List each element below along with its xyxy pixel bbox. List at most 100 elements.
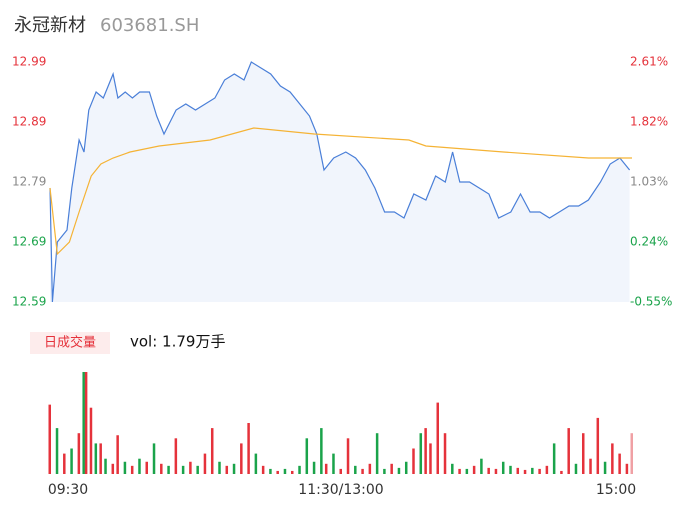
volume-bar [618,453,621,474]
volume-bar [298,465,301,474]
volume-bar [596,417,600,474]
volume-bar [436,402,439,474]
volume-bar [404,461,408,474]
volume-bar [375,433,379,474]
price-line [49,127,632,256]
volume-bar [261,465,265,474]
x-tick-label: 11:30/13:00 [298,482,383,498]
y2-tick-label: 1.03% [630,175,668,189]
volume-bar [443,433,447,474]
volume-bar [332,453,335,474]
y-tick-label: 12.69 [12,235,46,249]
volume-bar [494,468,498,474]
volume-bar [630,433,633,474]
volume-bar [582,433,585,474]
volume-bar [509,465,512,474]
volume-bar [94,443,98,474]
volume-bar [603,461,607,474]
volume-bar [276,470,279,474]
volume-bar [501,461,505,474]
volume-bar [82,372,85,474]
y-tick-label: 12.59 [12,295,46,309]
volume-bar [412,448,415,474]
volume-bar [523,469,527,474]
volume-bar [472,465,476,474]
volume-bar [368,463,372,474]
y2-tick-label: 1.82% [630,115,668,129]
volume-annotation: vol: 1.79万手 [130,333,225,351]
volume-bar [354,465,357,474]
volume-bar [487,467,490,474]
volume-bar [70,448,73,474]
volume-bar [111,463,115,474]
volume-bar [451,463,454,474]
volume-bar [397,467,401,474]
y-tick-label: 12.79 [12,175,46,189]
volume-bar [545,465,549,474]
volume-bar [145,461,148,474]
volume-bar [625,463,629,474]
volume-bar [77,433,81,474]
price-area [50,62,630,302]
x-tick-label: 09:30 [48,482,88,498]
volume-bar [203,453,207,474]
volume-bar [210,428,214,474]
volume-bar [232,463,236,474]
volume-label: 日成交量 [44,335,96,351]
volume-bar [269,468,272,474]
volume-bar [361,468,364,474]
volume-bar [531,467,534,474]
volume-bar [174,438,178,474]
y-tick-label: 12.89 [12,115,46,129]
volume-bar [247,423,250,474]
volume-bar [104,458,107,474]
volume-bar [196,465,199,474]
volume-bar [123,461,127,474]
volume-bar [55,428,59,474]
volume-bar [458,468,461,474]
y2-tick-label: 0.24% [630,235,668,249]
volume-bar [339,468,342,474]
price-line [49,61,631,303]
volume-bar [167,465,170,474]
volume-bar [419,433,423,474]
volume-bar [218,461,221,474]
volume-bar [324,463,328,474]
volume-bar [312,461,316,474]
volume-bar [254,453,258,474]
volume-bar [465,468,469,474]
volume-bar [181,465,185,474]
volume-bar [390,463,393,474]
volume-bar [611,443,614,474]
volume-bar [424,428,427,474]
volume-bar [283,468,287,474]
volume-bar [560,470,563,474]
volume-bar [152,443,156,474]
volume-bar [346,438,350,474]
volume-bar [189,461,192,474]
volume-bar [240,443,243,474]
volume-bar [538,468,541,474]
volume-label-box [30,332,110,354]
x-tick-label: 15:00 [596,482,636,498]
volume-bar [99,443,102,474]
volume-bar [516,467,520,474]
volume-bar [567,428,570,474]
volume-bar [160,463,163,474]
volume-bar [116,435,119,474]
volume-bar [429,443,432,474]
stock-code: 603681.SH [100,15,199,36]
volume-bar [320,428,323,474]
volume-bar [63,453,66,474]
y2-tick-label: -0.55% [630,295,672,309]
y2-tick-label: 2.61% [630,55,668,69]
volume-bar [480,458,483,474]
volume-bar [89,407,93,474]
volume-bar [589,458,592,474]
volume-bar [291,470,294,474]
volume-bar [130,465,134,474]
volume-bar [138,458,141,474]
stock-name: 永冠新材 [14,15,86,36]
volume-bar [48,404,51,474]
y-tick-label: 12.99 [12,55,46,69]
